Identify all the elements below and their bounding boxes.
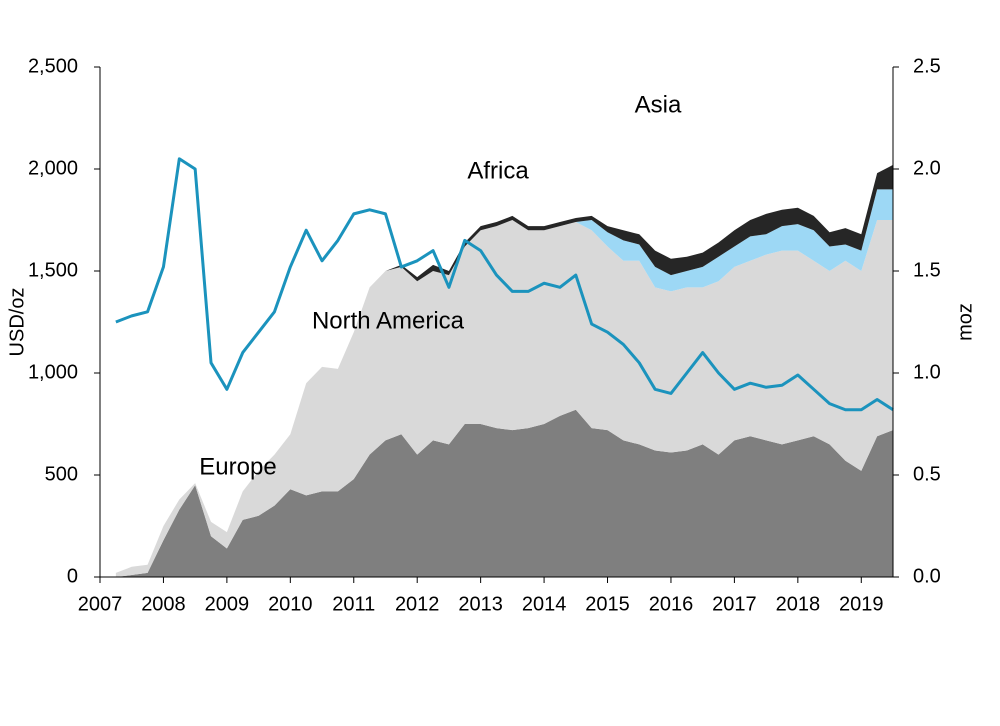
y2-tick-label: 1.0 — [913, 361, 941, 383]
y-tick-label: 2,500 — [28, 55, 78, 77]
x-tick-label: 2012 — [395, 593, 440, 615]
y2-tick-label: 1.5 — [913, 259, 941, 281]
y2-tick-label: 2.5 — [913, 55, 941, 77]
y-tick-label: 500 — [45, 463, 78, 485]
y-tick-label: 0 — [67, 565, 78, 587]
y2-tick-label: 0.0 — [913, 565, 941, 587]
series-label: North America — [312, 307, 465, 334]
area — [115, 409, 894, 577]
x-tick-label: 2011 — [332, 593, 375, 615]
y-axis-label: USD/oz — [6, 288, 28, 357]
y2-tick-label: 0.5 — [913, 463, 941, 485]
area — [115, 189, 894, 573]
x-tick-label: 2016 — [649, 593, 694, 615]
x-tick-label: 2018 — [776, 593, 821, 615]
x-tick-label: 2010 — [268, 593, 313, 615]
x-tick-label: 2008 — [141, 593, 186, 615]
x-tick-label: 2017 — [712, 593, 757, 615]
x-tick-label: 2007 — [78, 593, 123, 615]
y-tick-label: 1,000 — [28, 361, 78, 383]
y2-tick-label: 2.0 — [913, 157, 941, 179]
y-tick-label: 1,500 — [28, 259, 78, 281]
area — [115, 220, 894, 577]
x-tick-label: 2014 — [522, 593, 567, 615]
line — [115, 157, 894, 412]
area — [115, 164, 894, 573]
y-tick-label: 2,000 — [28, 157, 78, 179]
series-label: Asia — [635, 91, 682, 118]
x-tick-label: 2019 — [839, 593, 884, 615]
x-tick-label: 2013 — [458, 593, 503, 615]
x-tick-label: 2015 — [585, 593, 630, 615]
y2-axis-label: moz — [954, 303, 976, 341]
x-tick-label: 2009 — [205, 593, 250, 615]
series-label: Europe — [199, 453, 276, 480]
series-label: Africa — [467, 157, 529, 184]
